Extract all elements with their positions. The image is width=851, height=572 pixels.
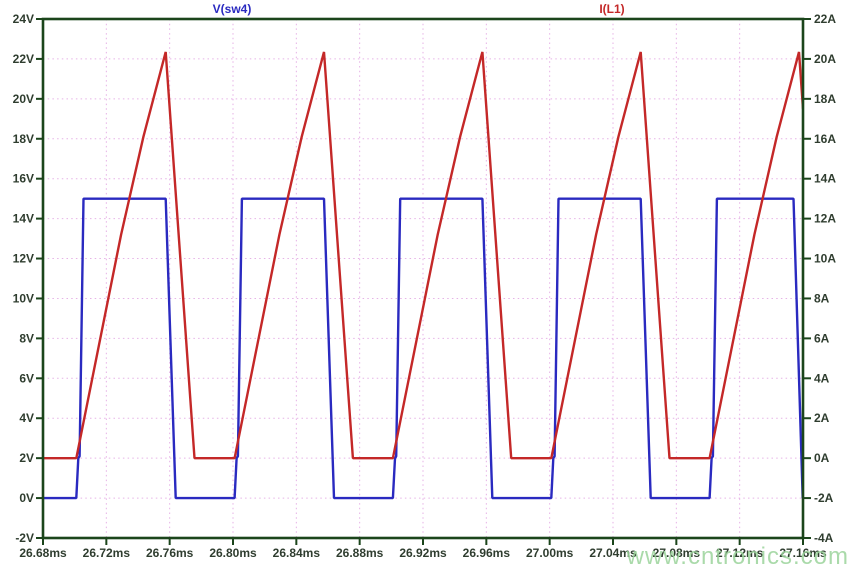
trace-il1 (43, 51, 804, 460)
x-tick-label: 27.12ms (716, 546, 764, 560)
y-left-tick-label: 10V (13, 291, 34, 305)
x-tick-label: 27.16ms (779, 546, 827, 560)
x-tick-label: 26.72ms (83, 546, 131, 560)
y-right-tick-label: 6A (814, 331, 830, 345)
x-tick-label: 27.08ms (653, 546, 701, 560)
y-right-tick-label: 16A (814, 132, 836, 146)
y-right-tick-label: 0A (814, 451, 830, 465)
x-tick-label: 26.80ms (209, 546, 257, 560)
y-right-tick-label: 2A (814, 411, 830, 425)
watermark-text: www.cntronics.com (626, 543, 849, 570)
x-tick-label: 26.84ms (273, 546, 321, 560)
legend-current-trace: I(L1) (599, 2, 625, 16)
y-right-tick-label: 8A (814, 291, 830, 305)
y-right-tick-label: 4A (814, 371, 830, 385)
y-left-tick-label: 6V (19, 371, 34, 385)
y-left-tick-label: 4V (19, 411, 34, 425)
y-right-tick-label: -4A (814, 531, 834, 545)
y-left-tick-label: 0V (19, 491, 34, 505)
y-left-tick-label: -2V (15, 531, 34, 545)
y-left-tick-label: 16V (13, 172, 34, 186)
y-left-tick-label: 12V (13, 252, 34, 266)
x-tick-label: 26.76ms (146, 546, 194, 560)
y-left-tick-label: 22V (13, 52, 34, 66)
y-right-tick-label: -2A (814, 491, 834, 505)
y-left-tick-label: 20V (13, 92, 34, 106)
y-right-tick-label: 22A (814, 12, 836, 26)
y-left-tick-label: 24V (13, 12, 34, 26)
y-right-tick-label: 12A (814, 212, 836, 226)
y-right-tick-label: 10A (814, 252, 836, 266)
x-tick-label: 26.92ms (399, 546, 447, 560)
y-right-tick-label: 18A (814, 92, 836, 106)
x-tick-label: 26.96ms (463, 546, 511, 560)
trace-vsw4 (43, 197, 804, 500)
x-tick-label: 26.68ms (19, 546, 67, 560)
y-left-tick-label: 18V (13, 132, 34, 146)
y-left-tick-label: 14V (13, 212, 34, 226)
x-tick-label: 26.88ms (336, 546, 384, 560)
x-tick-label: 27.04ms (589, 546, 637, 560)
x-tick-label: 27.00ms (526, 546, 574, 560)
y-left-tick-label: 8V (19, 331, 34, 345)
y-right-tick-label: 20A (814, 52, 836, 66)
legend-voltage-trace: V(sw4) (212, 2, 252, 16)
y-right-tick-label: 14A (814, 172, 836, 186)
y-left-tick-label: 2V (19, 451, 34, 465)
